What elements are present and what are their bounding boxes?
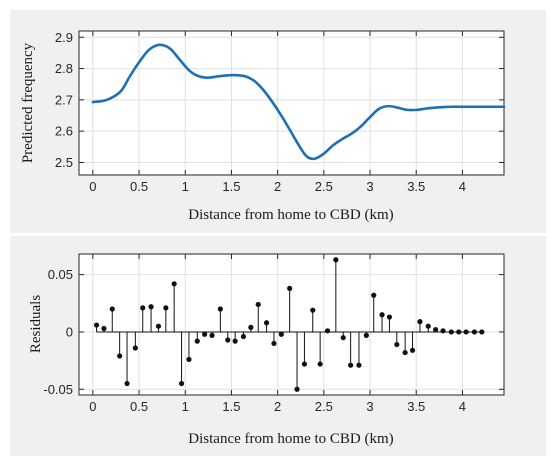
y-tick-label: 0.05 <box>48 267 73 282</box>
x-tick-label: 3 <box>366 399 373 414</box>
y-tick-label: 2.7 <box>55 92 73 107</box>
residual-marker <box>394 341 400 348</box>
residual-marker <box>479 329 485 335</box>
residual-marker <box>117 353 123 359</box>
x-tick-label: 0.5 <box>130 399 148 414</box>
residual-marker <box>124 380 130 387</box>
residual-marker <box>433 327 439 333</box>
residual-marker <box>348 362 354 368</box>
residuals-plot: 0 0.5 1 1.5 2 2.5 3 3.5 4 -0.05 0 0.05 Distance fro… <box>28 253 505 447</box>
x-tick-label: 1 <box>182 179 189 194</box>
residual-marker <box>363 332 369 338</box>
x-tick-label: 4 <box>459 399 466 414</box>
residual-marker <box>463 329 469 335</box>
residual-marker <box>101 325 107 332</box>
y-tick-label: 2.9 <box>55 30 73 45</box>
residual-marker <box>93 322 100 328</box>
residual-marker <box>417 319 423 325</box>
residual-marker <box>194 338 200 344</box>
residual-marker <box>255 301 261 308</box>
residual-marker <box>287 285 293 291</box>
residual-marker <box>225 337 231 343</box>
x-tick-label: 2.5 <box>315 179 333 194</box>
residual-marker <box>240 333 247 340</box>
residual-marker <box>209 332 215 338</box>
residual-marker <box>356 362 362 368</box>
bottom-y-axis-label: Residuals <box>28 295 44 353</box>
y-tick-label: 2.8 <box>55 61 73 76</box>
bottom-ticks: 0 0.5 1 1.5 2 2.5 3 3.5 4 -0.05 0 0.05 <box>43 254 504 414</box>
top-plot-area <box>78 30 505 176</box>
residual-marker <box>340 335 346 341</box>
residual-marker <box>371 292 377 298</box>
residual-stems <box>93 257 485 392</box>
x-tick-label: 3 <box>366 179 373 194</box>
residual-marker <box>140 305 146 311</box>
top-ticks: 0 0.5 1 1.5 2 2.5 3 3.5 4 2.5 2.6 2.7 2.8 2.9 <box>55 30 504 194</box>
residual-marker <box>402 349 408 356</box>
predicted-frequency-plot: 0 0.5 1 1.5 2 2.5 3 3.5 4 2.5 2.6 2.7 2.8 2.9 Distanc… <box>20 30 506 223</box>
x-tick-label: 1.5 <box>222 399 240 414</box>
residual-marker <box>171 281 177 287</box>
residual-marker <box>163 305 169 311</box>
predicted-frequency-curve <box>91 43 506 161</box>
y-tick-label: 2.5 <box>55 155 73 170</box>
residual-marker <box>294 386 300 392</box>
residual-marker <box>471 329 478 335</box>
residual-marker <box>278 331 284 337</box>
residual-marker <box>386 314 393 320</box>
y-tick-label: -0.05 <box>43 382 73 397</box>
residual-marker <box>148 304 154 310</box>
top-x-axis-label: Distance from home to CBD (km) <box>188 207 393 223</box>
residual-marker <box>271 340 277 347</box>
residual-marker <box>232 338 238 344</box>
residual-marker <box>217 306 223 312</box>
top-y-axis-label: Predicted frequency <box>20 42 36 163</box>
residual-marker <box>310 307 316 313</box>
residual-marker <box>248 324 254 330</box>
top-gridlines <box>79 31 504 175</box>
residual-marker <box>440 328 446 334</box>
x-tick-label: 3.5 <box>407 179 425 194</box>
residual-marker <box>186 356 192 363</box>
residual-marker <box>109 306 115 312</box>
residual-marker <box>263 320 270 326</box>
residual-marker <box>301 361 308 367</box>
residual-marker <box>409 347 416 353</box>
x-tick-label: 2 <box>274 399 281 414</box>
residual-marker <box>178 380 185 387</box>
x-tick-label: 0.5 <box>130 179 148 194</box>
residual-marker <box>379 312 385 318</box>
x-tick-label: 4 <box>459 179 466 194</box>
x-tick-label: 0 <box>89 399 96 414</box>
residual-marker <box>456 329 462 335</box>
y-tick-label: 0 <box>66 324 73 339</box>
residual-marker <box>317 361 323 367</box>
residual-marker <box>132 345 138 351</box>
residual-marker <box>202 331 208 337</box>
x-tick-label: 2 <box>274 179 281 194</box>
residual-marker <box>333 257 339 263</box>
x-tick-label: 3.5 <box>407 399 425 414</box>
y-tick-label: 2.6 <box>55 124 73 139</box>
x-tick-label: 0 <box>89 179 96 194</box>
residual-marker <box>155 323 162 329</box>
x-tick-label: 2.5 <box>315 399 333 414</box>
residual-marker <box>448 329 454 335</box>
residual-marker <box>324 328 331 334</box>
x-tick-label: 1 <box>182 399 189 414</box>
x-tick-label: 1.5 <box>222 179 240 194</box>
bottom-x-axis-label: Distance from home to CBD (km) <box>188 431 393 447</box>
bottom-plot-area <box>78 253 505 396</box>
residual-marker <box>425 323 431 329</box>
